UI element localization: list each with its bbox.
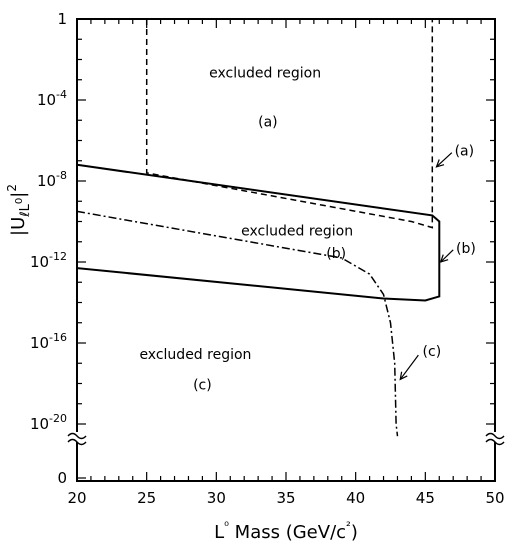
arrow-head-icon (399, 371, 408, 381)
annotation-lbl_c: (c) (193, 378, 212, 394)
annotation-excl_a: excluded region (209, 66, 321, 82)
axis-titles-layer: L⁰ Mass (GeV/c²) |UℓL0|2 (5, 184, 358, 543)
x-tick-label: 50 (485, 489, 504, 507)
x-tick-label: 45 (416, 489, 435, 507)
annotation-excl_c: excluded region (139, 347, 251, 363)
annotation-lbl_b: (b) (326, 246, 346, 262)
axis-break-mark (67, 438, 87, 446)
ticks-layer (67, 18, 505, 481)
x-tick-label: 35 (276, 489, 295, 507)
curve-label-c: (c) (423, 344, 442, 360)
y-tick-label: 10-8 (37, 169, 67, 190)
y-tick-label: 10-20 (30, 412, 67, 433)
curve-label-a: (a) (455, 144, 475, 160)
curve-c (76, 210, 399, 437)
tick-labels-layer: 20 25 30 35 40 45 50 1 10-4 10-8 10-12 10-16 10-20 0 (30, 10, 505, 507)
curve-label-b: (b) (456, 241, 476, 257)
curve-label-arrow-c (399, 354, 419, 380)
annotation-lbl_a: (a) (258, 114, 278, 130)
y-tick-label: 10-4 (37, 88, 67, 109)
arrow-head-icon (435, 159, 445, 168)
curves-layer (76, 19, 441, 437)
x-tick-label: 40 (346, 489, 365, 507)
axis-break-mark (485, 438, 505, 446)
axis-break-mark (485, 432, 505, 440)
axis-break-mark (67, 432, 87, 440)
curve-b (76, 163, 441, 302)
x-tick-label: 30 (207, 489, 226, 507)
y-tick-label: 0 (57, 469, 67, 487)
x-tick-label: 25 (137, 489, 156, 507)
curve-label-arrow-a (436, 152, 453, 168)
y-tick-label: 10-12 (30, 250, 67, 271)
y-axis-title: |UℓL0|2 (5, 184, 33, 236)
y-tick-label: 10-16 (30, 331, 67, 352)
annotations-layer: excluded region (a) excluded region (b) excl… (139, 66, 475, 394)
curve-a (145, 19, 434, 229)
x-axis-title: L⁰ Mass (GeV/c²) (214, 519, 358, 543)
arrow-head-icon (439, 254, 449, 263)
curve-label-arrow-b (440, 249, 454, 263)
y-tick-label: 1 (57, 10, 67, 28)
annotation-excl_b: excluded region (241, 224, 353, 240)
x-tick-label: 20 (67, 489, 86, 507)
